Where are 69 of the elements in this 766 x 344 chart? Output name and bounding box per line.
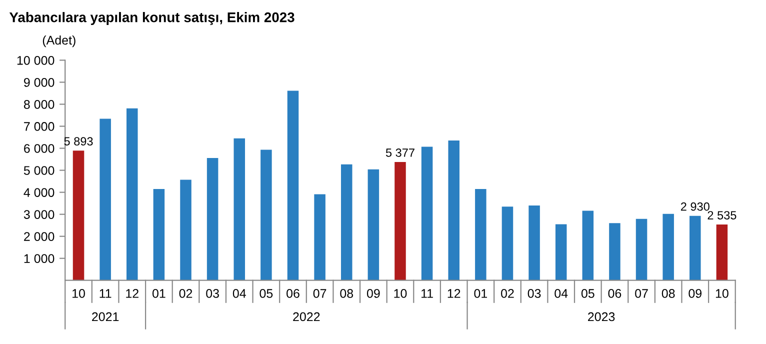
bar <box>206 158 218 280</box>
bar <box>555 224 567 280</box>
x-tick-label: 03 <box>528 289 541 298</box>
y-tick-label: 3 000 <box>24 210 54 219</box>
bar <box>690 216 701 280</box>
text: 2021 <box>92 312 119 322</box>
x-tick-label: 09 <box>688 289 702 298</box>
bar <box>394 162 406 280</box>
y-tick-label: 8 000 <box>24 100 54 109</box>
bar <box>502 206 514 280</box>
y-tick-label: 4 000 <box>24 188 54 197</box>
bar <box>716 224 728 280</box>
y-tick-label: 10 000 <box>17 56 54 65</box>
x-tick-label: 10 <box>716 289 728 298</box>
bar <box>448 140 460 280</box>
y-tick-label: 2 000 <box>24 232 54 241</box>
x-tick-label: 12 <box>448 289 460 298</box>
bar <box>153 188 165 280</box>
x-tick-label: 06 <box>608 289 622 298</box>
bar <box>314 194 326 280</box>
x-tick-label: 09 <box>366 289 380 298</box>
text: 2023 <box>588 312 615 322</box>
bar <box>528 206 540 280</box>
bar <box>368 169 380 280</box>
bar <box>421 146 433 280</box>
x-tick-label: 02 <box>179 289 192 298</box>
data-label: 5 893 <box>64 137 93 146</box>
data-label: 2 535 <box>708 211 736 220</box>
x-tick-label: 08 <box>340 289 354 298</box>
x-tick-label: 03 <box>206 289 219 298</box>
x-tick-label: 01 <box>152 289 166 298</box>
chart-title: Yabancılara yapılan konut satışı, Ekim 2023 <box>9 12 294 25</box>
bar <box>636 218 648 280</box>
x-tick-label: 10 <box>72 289 85 298</box>
x-tick-label: 08 <box>662 289 675 298</box>
x-tick-label: 04 <box>554 289 568 298</box>
x-tick-label: 01 <box>474 289 488 298</box>
text: 2022 <box>293 312 320 322</box>
x-tick-label: 05 <box>260 289 273 298</box>
x-tick-label: 07 <box>635 289 648 298</box>
x-tick-label: 07 <box>313 289 326 298</box>
x-tick-label: 05 <box>581 289 594 298</box>
data-label: 2 930 <box>680 202 710 211</box>
x-tick-label: 10 <box>394 289 407 298</box>
y-axis-title: (Adet) <box>42 35 76 48</box>
bar <box>287 90 299 280</box>
x-tick-label: 06 <box>286 289 300 298</box>
bar <box>260 150 272 280</box>
x-tick-label: 11 <box>422 289 433 298</box>
bar <box>72 150 84 280</box>
bar <box>662 214 674 280</box>
y-tick-label: 7 000 <box>24 122 54 131</box>
y-tick-label: 5 000 <box>24 166 54 175</box>
bar <box>582 210 594 280</box>
bar <box>180 180 192 280</box>
bar <box>609 223 620 280</box>
x-tick-label: 04 <box>232 289 246 298</box>
y-tick-label: 1 000 <box>24 254 54 263</box>
bar <box>126 108 138 280</box>
x-tick-label: 11 <box>100 289 112 298</box>
bar <box>100 118 111 280</box>
y-tick-label: 9 000 <box>24 78 54 87</box>
bar <box>475 188 486 280</box>
x-tick-label: 02 <box>501 289 514 298</box>
data-label: 5 377 <box>386 148 414 157</box>
bar <box>234 138 246 280</box>
y-tick-label: 6 000 <box>24 144 54 153</box>
x-tick-label: 12 <box>126 289 138 298</box>
bar <box>340 164 352 280</box>
